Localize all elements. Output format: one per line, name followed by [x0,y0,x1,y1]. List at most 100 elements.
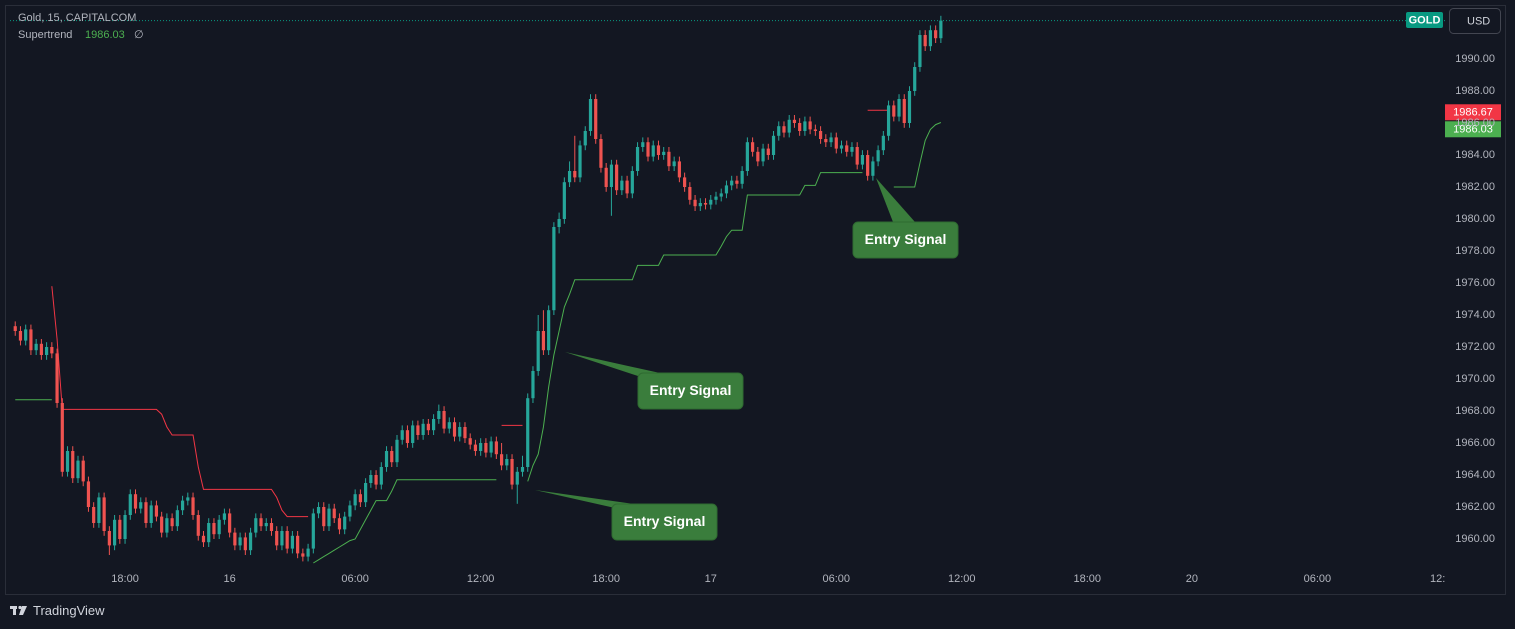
candle-body [913,67,917,91]
candle-body [175,510,179,527]
candle-body [531,371,535,399]
candle-body [740,171,744,184]
candle-body [703,203,708,205]
candle-body [693,199,697,207]
currency-button[interactable] [1449,8,1501,34]
candle-body [280,531,284,546]
candle-body [651,145,655,157]
candle-body [13,326,17,331]
candle-body [86,481,91,507]
brand-logo [10,605,27,615]
candle-body [594,99,598,139]
candle-body [907,91,912,123]
candle-body [154,505,159,517]
candle-body [468,438,472,445]
y-tick-label: 1980.00 [1455,213,1495,225]
candle-body [112,519,117,546]
candle-body [316,507,321,514]
candle-body [452,422,457,437]
candle-body [902,99,906,123]
candle-body [275,531,279,546]
candle-body [808,121,812,130]
candle-body [662,151,666,155]
candle-body [416,425,420,435]
candle-body [212,523,216,535]
candle-body [860,155,865,165]
annotation-pointer [876,178,915,222]
candle-body [751,142,755,152]
candle-body [343,516,347,530]
x-tick-label: 20 [1186,573,1198,585]
candle-body [845,145,849,152]
candle-body [285,531,289,549]
candle-body [201,535,206,543]
candle-body [191,497,195,515]
supertrend-label-bg [1445,121,1501,138]
candle-body [499,454,504,466]
candle-body [306,548,310,557]
candle-body [39,343,43,355]
indicator-marker: ∅ [134,29,144,41]
candle-body [128,494,132,515]
candle-body [463,427,467,439]
candle-body [510,459,514,485]
candle-body [348,505,352,517]
symbol-badge-bg [1406,12,1443,28]
candle-body [269,523,274,531]
candle-body [264,523,268,527]
candle-body [322,507,326,527]
candle-body [656,145,661,155]
candle-body [939,20,943,39]
candle-body [881,135,885,151]
candle-body [248,532,253,551]
candle-body [562,182,566,219]
candle-body [149,505,153,523]
candle-body [866,155,870,176]
x-tick-label: 12: [1430,573,1445,585]
x-tick-label: 18:00 [1074,573,1102,585]
candle-body [526,398,530,467]
currency-label[interactable]: USD [1467,15,1490,27]
candle-body [118,519,122,539]
indicator-value: 1986.03 [85,29,125,41]
candle-body [641,142,645,147]
candle-body [133,494,138,509]
candle-body [144,502,148,523]
candle-body [876,150,880,162]
candle-body [400,430,404,440]
y-tick-label: 1968.00 [1455,405,1495,417]
candle-body [442,411,446,429]
candle-body [473,444,478,451]
x-tick-label: 06:00 [341,573,369,585]
price-label-bg [1445,104,1501,121]
candle-body [71,451,75,479]
candle-body [411,425,415,443]
candle-body [855,147,859,165]
candle-body [81,460,85,482]
x-tick-label: 18:00 [111,573,139,585]
candle-body [588,99,593,131]
candle-body [421,423,425,435]
x-tick-label: 12:00 [467,573,495,585]
candle-body [730,180,734,186]
candle-body [102,497,106,531]
y-tick-label: 1960.00 [1455,533,1495,545]
candle-body [233,532,237,546]
candle-body [186,497,190,501]
annotation-text: Entry Signal [650,382,732,398]
y-tick-label: 1964.00 [1455,469,1495,481]
indicator-name: Supertrend [18,29,72,41]
y-tick-label: 1962.00 [1455,501,1495,513]
candle-body [871,161,875,176]
x-tick-label: 16 [224,573,236,585]
candle-body [222,513,227,520]
candle-body [45,347,49,355]
candle-body [672,161,676,167]
candle-body [583,131,587,146]
y-tick-label: 1966.00 [1455,437,1495,449]
candle-body [405,430,410,443]
y-tick-label: 1978.00 [1455,245,1495,257]
candle-body [390,451,394,463]
candle-body [254,518,258,533]
